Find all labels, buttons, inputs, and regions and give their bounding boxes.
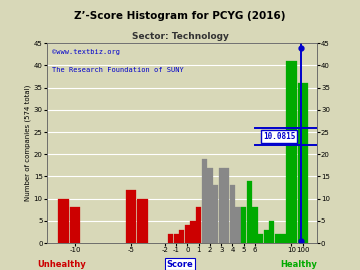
Text: Z’-Score Histogram for PCYG (2016): Z’-Score Histogram for PCYG (2016): [74, 11, 286, 21]
Text: The Research Foundation of SUNY: The Research Foundation of SUNY: [52, 67, 184, 73]
Bar: [179, 230, 184, 243]
Bar: [70, 207, 80, 243]
Text: Sector: Technology: Sector: Technology: [131, 32, 229, 41]
Text: Score: Score: [167, 260, 193, 269]
Bar: [190, 221, 195, 243]
Y-axis label: Number of companies (574 total): Number of companies (574 total): [24, 85, 31, 201]
Bar: [224, 167, 229, 243]
Bar: [207, 167, 212, 243]
Bar: [196, 207, 201, 243]
Bar: [275, 234, 280, 243]
Bar: [241, 207, 246, 243]
Bar: [137, 199, 148, 243]
Bar: [174, 234, 179, 243]
Bar: [58, 199, 69, 243]
Bar: [252, 207, 257, 243]
Bar: [230, 185, 235, 243]
Bar: [269, 221, 274, 243]
Bar: [258, 234, 263, 243]
Bar: [202, 159, 207, 243]
Text: Unhealthy: Unhealthy: [37, 260, 86, 269]
Bar: [286, 61, 297, 243]
Text: Healthy: Healthy: [280, 260, 317, 269]
Bar: [126, 190, 136, 243]
Bar: [298, 83, 308, 243]
Text: 10.0815: 10.0815: [263, 132, 295, 141]
Bar: [185, 225, 190, 243]
Bar: [247, 181, 252, 243]
Bar: [168, 234, 173, 243]
Bar: [235, 207, 240, 243]
Bar: [264, 230, 269, 243]
Bar: [280, 234, 285, 243]
Bar: [219, 167, 224, 243]
Bar: [213, 185, 218, 243]
Text: ©www.textbiz.org: ©www.textbiz.org: [52, 49, 120, 55]
